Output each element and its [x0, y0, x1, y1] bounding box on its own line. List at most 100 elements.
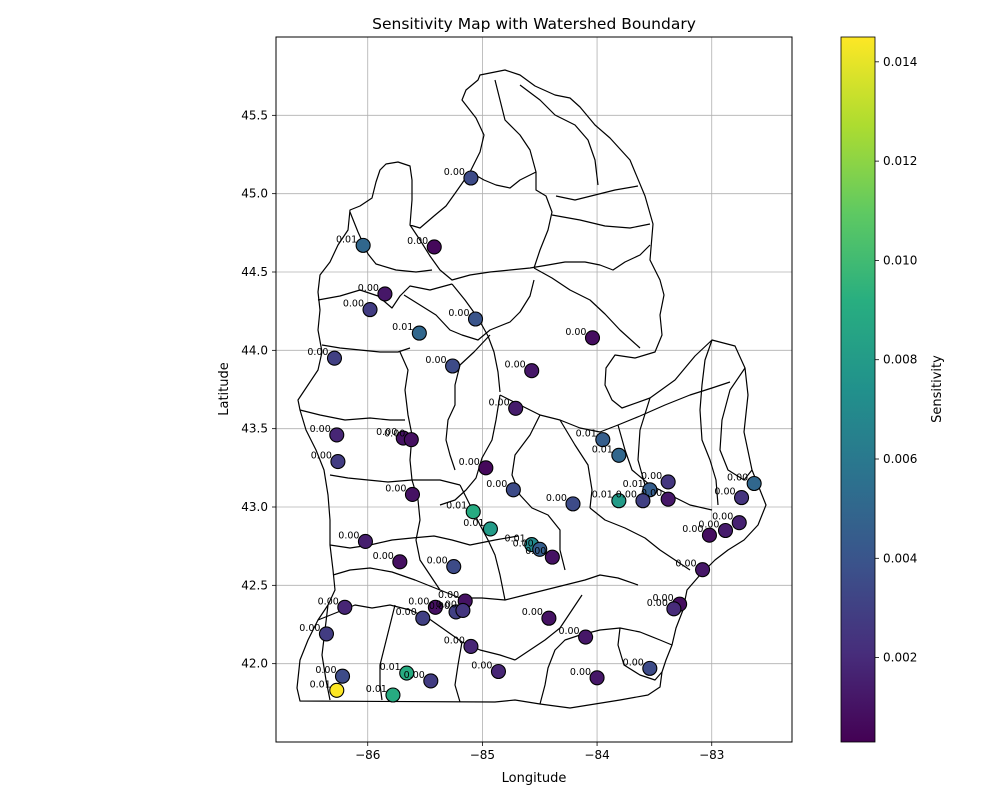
point-value-label: 0.00: [407, 236, 428, 247]
data-point: [362, 302, 378, 318]
data-point: [524, 363, 540, 379]
point-value-label: 0.00: [712, 512, 733, 523]
data-point: [423, 673, 439, 689]
point-value-label: 0.00: [310, 424, 331, 435]
x-axis: −86 −85 −84 −83: [355, 742, 724, 762]
watershed-divide: [551, 214, 651, 229]
watershed-divide: [555, 185, 639, 201]
colorbar-tick-label: 0.006: [883, 452, 917, 466]
data-point: [445, 358, 461, 374]
point-value-label: 0.01: [592, 444, 613, 455]
data-point: [666, 601, 682, 617]
watershed-divide: [511, 414, 566, 571]
point-value-label: 0.00: [505, 360, 526, 371]
y-tick-label: 44.5: [241, 265, 268, 279]
colorbar-tick-label: 0.002: [883, 651, 917, 665]
data-point: [392, 554, 408, 570]
point-value-label: 0.00: [429, 601, 450, 612]
point-value-label: 0.01: [336, 234, 357, 245]
y-tick-label: 45.5: [241, 108, 268, 122]
data-point: [399, 665, 415, 681]
colorbar: 0.002 0.004 0.006 0.008 0.010 0.012 0.014 Sens…: [840, 36, 945, 743]
point-value-label: 0.00: [525, 546, 546, 557]
watershed-divide: [469, 171, 537, 189]
data-point: [717, 522, 734, 539]
data-point: [611, 447, 627, 463]
data-point: [565, 496, 581, 512]
point-value-label: 0.00: [299, 623, 320, 634]
point-value-label: 0.00: [343, 299, 364, 310]
point-value-label: 0.00: [488, 397, 509, 408]
point-value-label: 0.00: [376, 427, 397, 438]
watershed-divide: [637, 397, 651, 486]
data-point: [467, 311, 484, 327]
watershed-divide: [451, 283, 501, 393]
y-axis: 42.0 42.5 43.0 43.5 44.0 44.5 45.0 45.5: [241, 108, 276, 671]
watershed-divide: [317, 283, 453, 309]
watershed-divide: [617, 627, 663, 681]
grid: [276, 37, 792, 742]
colorbar-tick-label: 0.012: [883, 154, 917, 168]
data-point: [589, 670, 605, 686]
watershed-divide: [494, 79, 553, 269]
watershed-divide: [332, 567, 639, 601]
data-point: [701, 527, 717, 543]
point-value-label: 0.01: [623, 479, 644, 490]
plot-frame: [275, 36, 793, 743]
colorbar-tick-label: 0.010: [883, 253, 917, 267]
watershed-divide: [329, 474, 461, 486]
point-value-label: 0.00: [427, 556, 448, 567]
watershed-divide: [499, 381, 731, 433]
point-value-label: 0.01: [392, 322, 413, 333]
data-point: [584, 330, 601, 346]
data-point: [490, 663, 507, 680]
data-point: [532, 541, 548, 557]
watershed-divide: [699, 339, 719, 506]
data-point: [505, 482, 521, 498]
watershed-divide: [519, 84, 599, 186]
colorbar-ticks: 0.002 0.004 0.006 0.008 0.010 0.012 0.014: [875, 55, 917, 665]
data-point: [411, 325, 427, 341]
watershed-divide: [321, 604, 331, 701]
watershed-divide: [403, 279, 535, 341]
data-point: [695, 562, 711, 578]
data-point: [355, 237, 371, 253]
data-point: [660, 491, 676, 507]
point-value-label: 0.00: [338, 530, 359, 541]
y-tick-label: 42.0: [241, 657, 268, 671]
watershed-divide: [559, 419, 593, 509]
point-value-label: 0.00: [616, 490, 637, 501]
x-tick-label: −85: [470, 748, 495, 762]
point-value-label: 0.00: [318, 596, 339, 607]
data-point: [733, 490, 750, 506]
point-value-label: 0.01: [446, 501, 467, 512]
x-axis-label: Longitude: [502, 771, 567, 786]
data-point: [377, 286, 393, 302]
point-value-label: 0.00: [486, 479, 507, 490]
data-point: [357, 533, 373, 550]
y-tick-label: 44.0: [241, 343, 268, 357]
watershed-divide: [299, 409, 405, 421]
y-axis-label: Latitude: [217, 362, 232, 416]
data-point: [611, 493, 627, 509]
data-point: [415, 610, 431, 626]
point-value-label: 0.00: [358, 283, 379, 294]
point-value-label: 0.01: [310, 679, 331, 690]
point-value-label: 0.00: [623, 657, 644, 668]
data-point: [404, 486, 421, 503]
data-point: [446, 558, 462, 575]
data-point: [427, 599, 443, 615]
data-point: [508, 400, 524, 416]
data-point: [334, 668, 351, 684]
data-point: [385, 687, 401, 703]
point-value-label: 0.00: [396, 607, 417, 618]
watershed-divide: [589, 507, 691, 571]
colorbar-label: Sensitivity: [930, 355, 945, 423]
point-value-label: 0.00: [404, 670, 425, 681]
data-point: [731, 515, 747, 531]
watershed-divide: [454, 641, 463, 703]
point-value-label: 0.00: [307, 347, 328, 358]
point-value-label: 0.00: [641, 471, 662, 482]
point-value-label: 0.00: [444, 167, 465, 178]
